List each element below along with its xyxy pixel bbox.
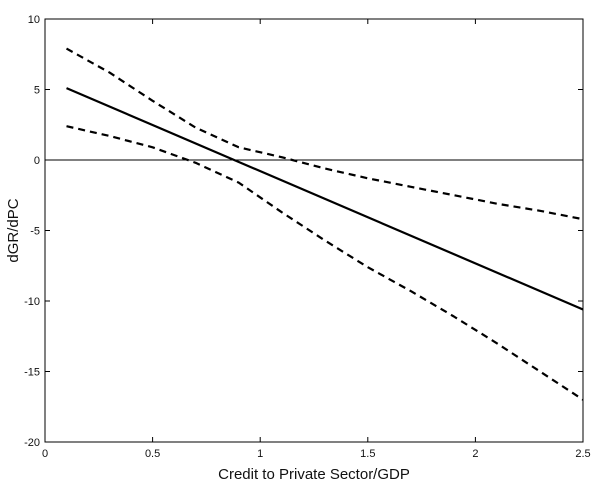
y-tick-label: 10 [28,14,40,26]
x-tick-label: 2.5 [575,448,590,460]
y-tick-label: 0 [34,155,40,167]
x-tick-label: 1.5 [360,448,375,460]
x-tick-label: 0.5 [145,448,160,460]
plot-area [44,18,584,443]
y-tick-label: 5 [34,85,40,97]
y-tick-label: -20 [24,437,40,449]
x-tick-label: 1 [257,448,263,460]
x-tick-label: 2 [472,448,478,460]
y-axis-title: dGR/dPC [5,198,22,262]
y-tick-label: -15 [24,367,40,379]
confidence-band-line-2 [66,125,584,401]
estimate-line [66,87,584,311]
x-tick-label: 0 [42,448,48,460]
x-axis-title: Credit to Private Sector/GDP [218,466,410,483]
confidence-band-line-1 [65,47,584,221]
y-tick-label: -10 [24,296,40,308]
y-tick-label: -5 [30,226,40,238]
